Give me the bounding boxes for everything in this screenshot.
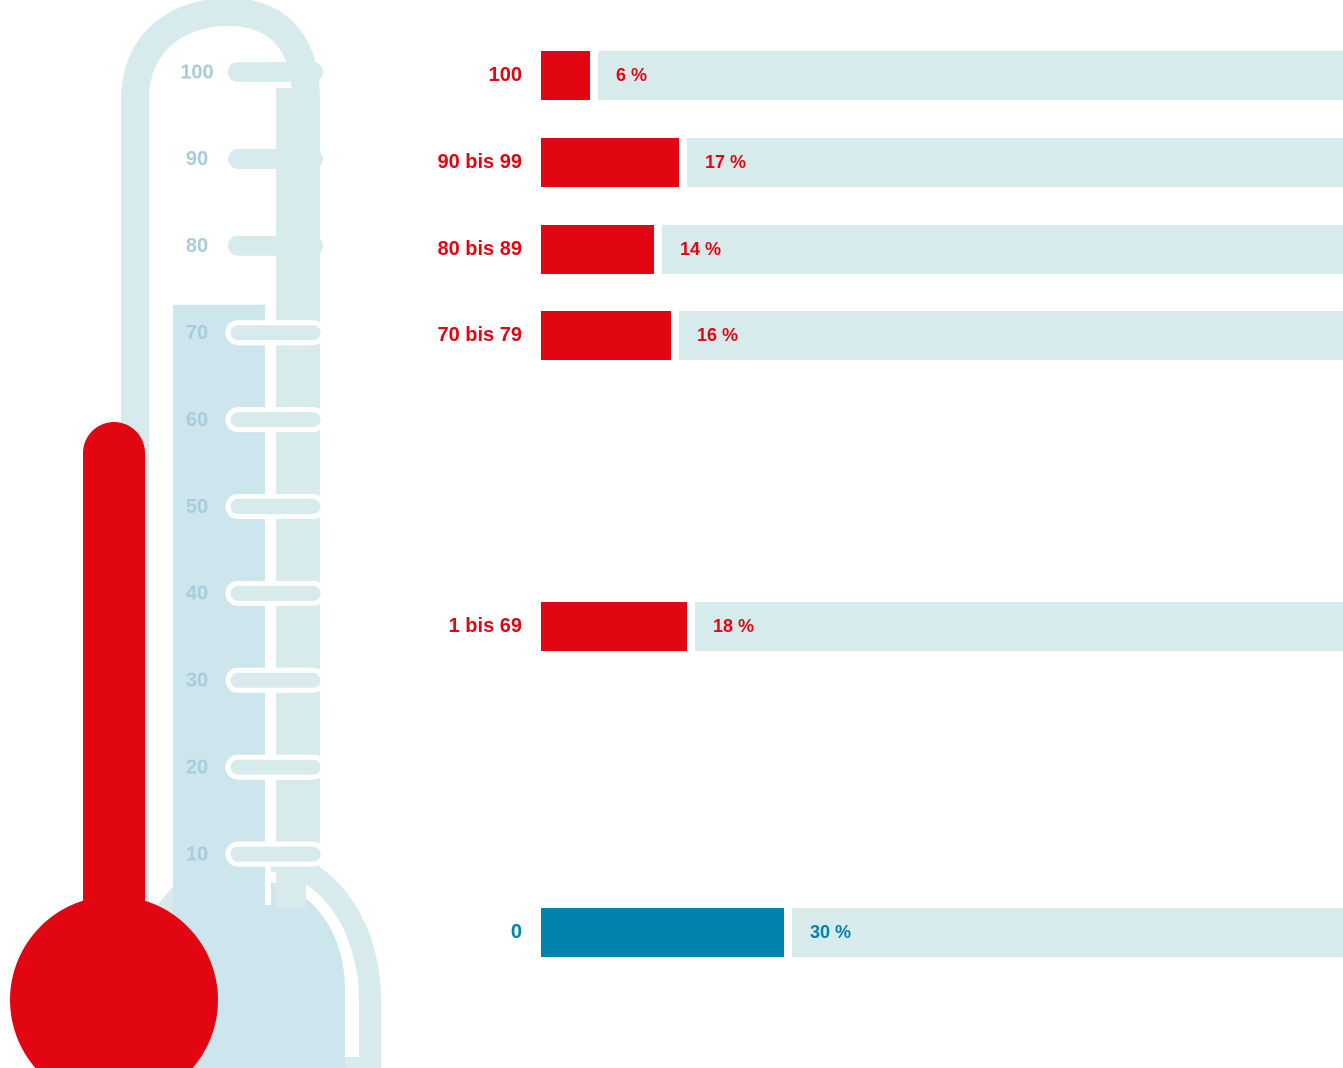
bar-category-label: 1 bis 69 bbox=[448, 615, 522, 637]
bar-category-label: 90 bis 99 bbox=[437, 151, 522, 173]
bar-value-label: 16 % bbox=[697, 325, 739, 345]
bar-track bbox=[598, 51, 1343, 100]
bar-category-label: 0 bbox=[510, 921, 522, 943]
bar-track bbox=[687, 138, 1343, 187]
bar-value-label: 14 % bbox=[680, 239, 722, 259]
thermometer-outer-arch bbox=[121, 0, 320, 1068]
thermometer-scale-label: 30 bbox=[186, 670, 208, 692]
bar-value-fill bbox=[541, 311, 671, 360]
bar-value-fill bbox=[541, 138, 679, 187]
bar-value-fill bbox=[541, 225, 654, 274]
thermometer-tick bbox=[225, 667, 326, 693]
thermometer-scale-label: 90 bbox=[186, 148, 208, 170]
thermometer-mercury-column bbox=[83, 422, 145, 982]
thermometer-scale-label: 80 bbox=[186, 235, 208, 257]
thermometer-scale-label: 50 bbox=[186, 496, 208, 518]
bar-category-label: 80 bis 89 bbox=[437, 238, 522, 260]
thermometer-graphic: 100 90 80 70 60 50 40 30 20 10 bbox=[10, 0, 381, 1068]
bar-value-fill bbox=[541, 908, 784, 957]
thermometer-tick bbox=[228, 62, 323, 82]
thermometer-level-column bbox=[173, 304, 268, 932]
bar-category-label: 100 bbox=[488, 64, 522, 86]
thermometer-tick bbox=[225, 494, 326, 519]
thermometer-scale-label: 60 bbox=[186, 409, 208, 431]
bar-value-label: 17 % bbox=[705, 152, 747, 172]
thermometer-scale-label: 70 bbox=[186, 322, 208, 344]
thermometer-scale-label: 100 bbox=[180, 61, 213, 83]
thermometer-tick bbox=[225, 754, 326, 780]
bar-track bbox=[695, 602, 1343, 651]
thermometer-mercury-bulb bbox=[10, 896, 218, 1068]
thermometer-tick bbox=[225, 320, 326, 346]
bar-track bbox=[679, 311, 1343, 360]
bar-value-label: 18 % bbox=[713, 616, 755, 636]
thermometer-scale-label: 40 bbox=[186, 583, 208, 605]
bar-track bbox=[792, 908, 1343, 957]
thermometer-scale-label: 10 bbox=[186, 843, 208, 865]
thermometer-tick bbox=[225, 407, 326, 433]
bar-value-fill bbox=[541, 602, 687, 651]
thermometer-tick bbox=[228, 148, 323, 169]
thermometer-tick bbox=[228, 235, 323, 256]
thermometer-tick bbox=[225, 841, 326, 867]
bar-track bbox=[662, 225, 1343, 274]
thermometer-scale: 100 90 80 70 60 50 40 30 20 10 bbox=[180, 61, 326, 867]
bar-value-label: 30 % bbox=[810, 922, 852, 942]
thermometer-tick bbox=[225, 580, 326, 606]
bar-value-label: 6 % bbox=[616, 65, 648, 85]
thermometer-scale-label: 20 bbox=[186, 756, 208, 778]
bar-value-fill bbox=[541, 51, 590, 100]
bar-category-label: 70 bis 79 bbox=[437, 324, 522, 346]
